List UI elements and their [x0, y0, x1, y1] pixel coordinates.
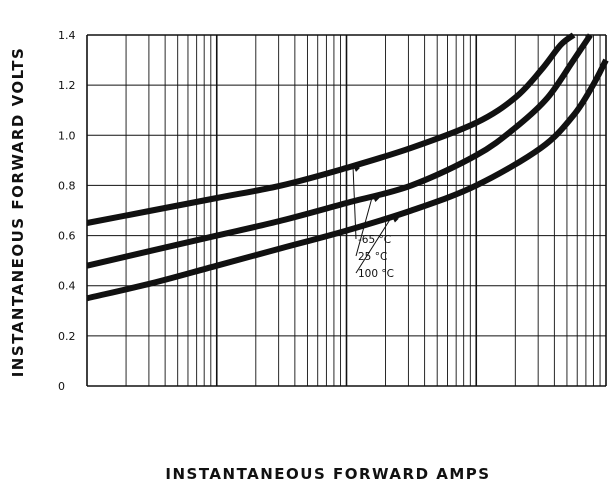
y-tick-label: 0.8 [58, 179, 76, 192]
legend-arrowhead [391, 216, 399, 223]
y-axis-title: INSTANTANEOUS FORWARD VOLTS [9, 47, 27, 378]
y-tick-label: 1.4 [58, 29, 76, 42]
y-tick-labels: 0 0.2 0.4 0.6 0.8 1.0 1.2 1.4 [58, 29, 76, 393]
series-line-1 [86, 32, 576, 226]
legend-entry: 100 °C [358, 268, 394, 280]
legend-arrowhead [352, 165, 360, 172]
y-tick-label: 0.4 [58, 280, 76, 293]
legend: -65 °C 25 °C 100 °C [352, 165, 399, 280]
legend-leader-line [355, 216, 393, 274]
y-tick-label: 1.2 [58, 79, 76, 92]
series-line-3 [86, 58, 609, 302]
legend-entry: 25 °C [358, 251, 387, 263]
y-tick-label: 1.0 [58, 129, 76, 142]
series-line-2 [86, 33, 593, 269]
y-tick-label: 0 [58, 380, 65, 393]
legend-entry: -65 °C [358, 234, 391, 246]
legend-arrowhead [372, 195, 380, 202]
grid [86, 34, 607, 387]
x-axis-title: INSTANTANEOUS FORWARD AMPS [165, 465, 490, 483]
curves [86, 32, 609, 302]
y-tick-label: 0.2 [58, 330, 76, 343]
legend-leader-line [355, 195, 373, 257]
legend-leader-line [352, 165, 357, 240]
y-tick-label: 0.6 [58, 230, 76, 243]
